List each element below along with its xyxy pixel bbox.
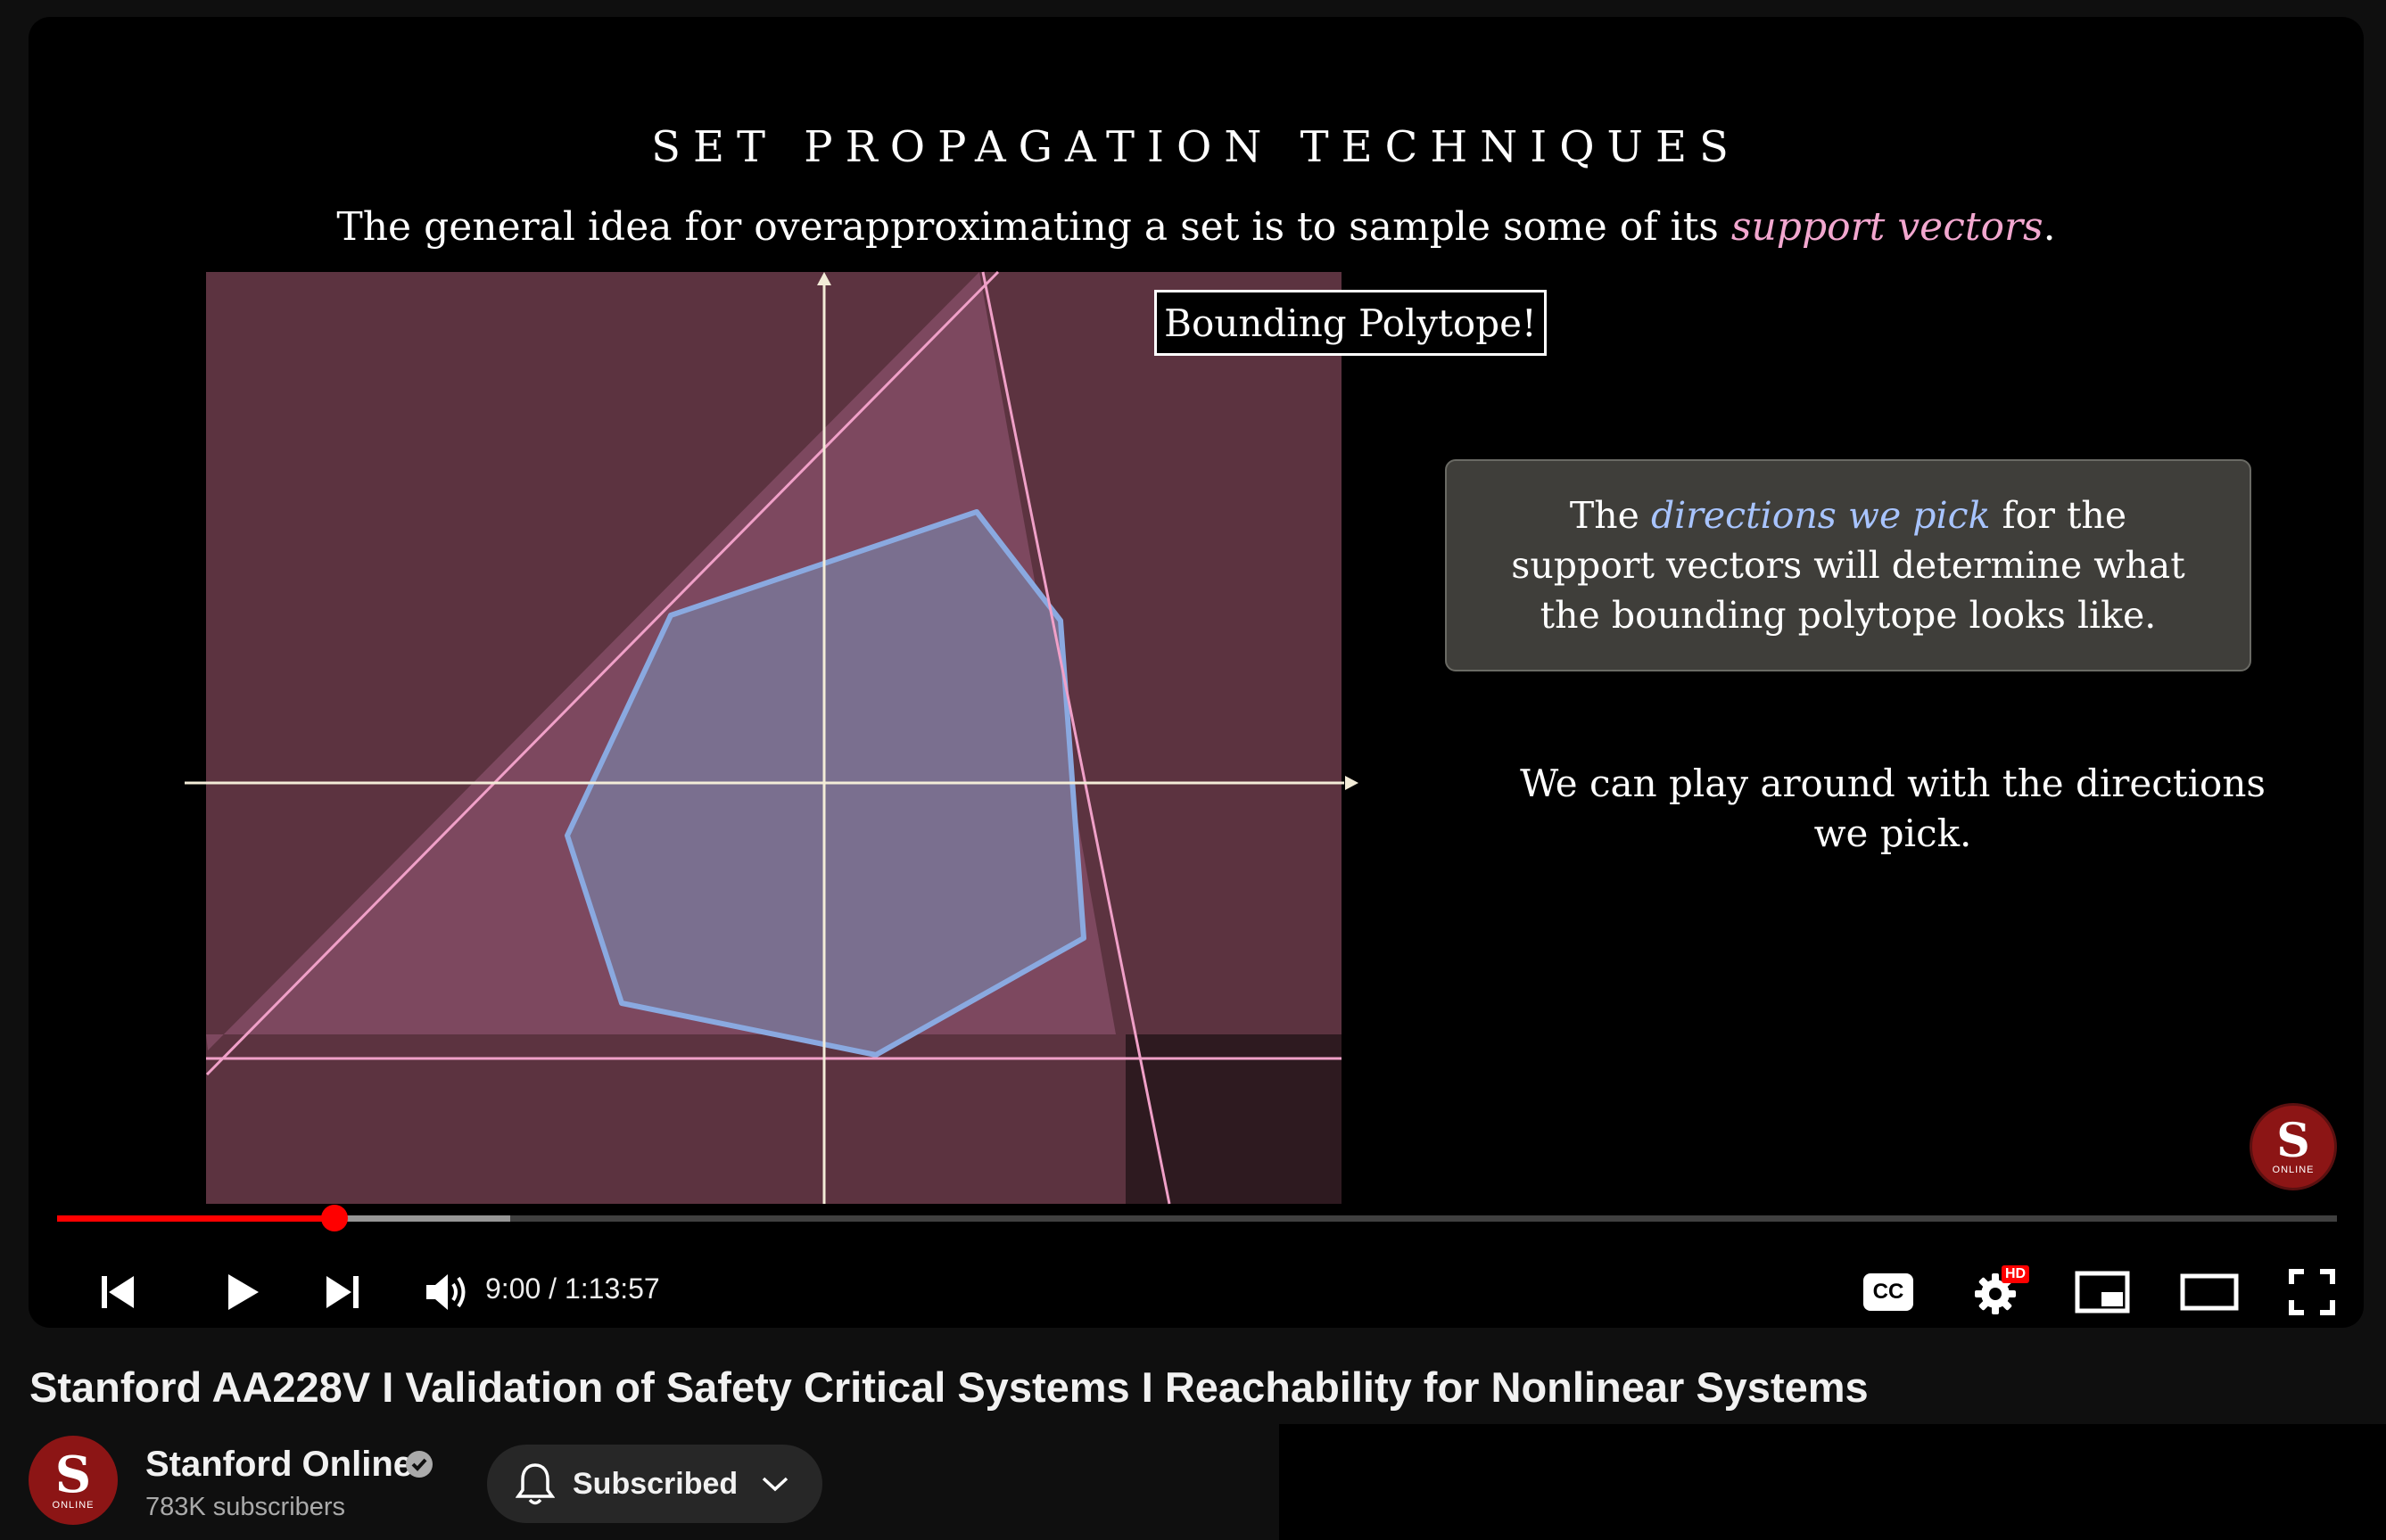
subscribe-label: Subscribed <box>573 1466 739 1501</box>
captions-label: CC <box>1872 1280 1904 1304</box>
captions-button[interactable]: CC <box>1848 1256 1928 1328</box>
avatar-text: ONLINE <box>52 1500 95 1511</box>
progress-played <box>57 1215 335 1222</box>
halfplane-line-diagonal <box>205 270 1000 1076</box>
chevron-down-icon <box>762 1477 788 1492</box>
side-panel <box>1279 1424 2386 1540</box>
previous-button[interactable] <box>82 1256 153 1328</box>
captions-icon: CC <box>1863 1273 1913 1311</box>
callout-box: The directions we pick for the support v… <box>1445 459 2251 671</box>
slide-subtitle-text: The general idea for overapproximating a… <box>336 204 1731 250</box>
slide-title: SET PROPAGATION TECHNIQUES <box>651 122 1741 172</box>
theater-mode-button[interactable] <box>2169 1256 2250 1328</box>
progress-bar[interactable] <box>57 1205 2337 1231</box>
slide-note: We can play around with the directions w… <box>1520 762 2266 855</box>
watermark-text: ONLINE <box>2272 1165 2315 1175</box>
stanford-online-watermark: S ONLINE <box>2250 1103 2337 1190</box>
hd-badge: HD <box>2002 1265 2030 1283</box>
time-display: 9:00 / 1:13:57 <box>485 1272 660 1305</box>
miniplayer-button[interactable] <box>2062 1256 2142 1328</box>
y-axis-arrow <box>817 272 831 285</box>
video-title: Stanford AA228V I Validation of Safety C… <box>29 1363 1869 1411</box>
callout-emphasis: directions we pick <box>1650 494 1991 537</box>
bell-icon <box>516 1463 555 1505</box>
theater-mode-icon <box>2180 1273 2239 1311</box>
region-corner-shade <box>1126 1034 1342 1204</box>
progress-scrubber[interactable] <box>321 1205 349 1231</box>
polytope-diagram <box>185 270 1358 1205</box>
skip-previous-icon <box>102 1276 134 1308</box>
channel-avatar[interactable]: S ONLINE <box>29 1436 118 1525</box>
volume-icon <box>426 1274 466 1310</box>
fullscreen-button[interactable] <box>2272 1256 2352 1328</box>
fullscreen-icon <box>2289 1269 2335 1315</box>
subscriber-count: 783K subscribers <box>145 1493 346 1521</box>
avatar-letter: S <box>54 1445 92 1504</box>
slide-subtitle-emphasis: support vectors <box>1730 204 2043 250</box>
bounding-polytope-label: Bounding Polytope! <box>1154 290 1547 356</box>
callout-text: The <box>1569 494 1651 537</box>
channel-name[interactable]: Stanford Online <box>145 1445 413 1484</box>
volume-button[interactable] <box>412 1256 483 1328</box>
gear-icon <box>1975 1273 2016 1314</box>
x-axis-arrow <box>1345 776 1358 790</box>
subscribe-button[interactable]: Subscribed <box>487 1445 822 1523</box>
settings-button[interactable]: HD <box>1955 1256 2035 1328</box>
play-icon <box>228 1274 259 1310</box>
play-button[interactable] <box>207 1256 278 1328</box>
callout-text-end: for the support vectors will determine w… <box>1511 494 2185 637</box>
next-button[interactable] <box>307 1256 378 1328</box>
miniplayer-icon <box>2075 1271 2130 1314</box>
halfplane-line-steep <box>981 271 1171 1205</box>
slide-subtitle: The general idea for overapproximating a… <box>29 204 2364 250</box>
verified-icon <box>406 1451 433 1478</box>
video-player[interactable]: SET PROPAGATION TECHNIQUES The general i… <box>29 17 2364 1328</box>
watermark-letter: S <box>2276 1114 2310 1168</box>
skip-next-icon <box>326 1276 359 1308</box>
slide-subtitle-end: . <box>2043 204 2056 250</box>
